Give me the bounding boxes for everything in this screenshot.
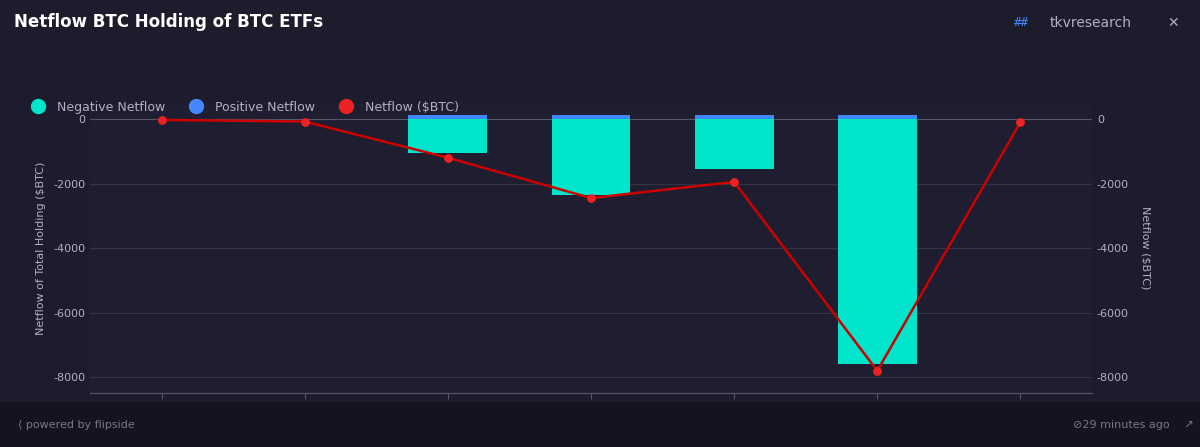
Text: ↗: ↗ [1181,420,1194,430]
Bar [408,115,487,119]
Bar [695,115,774,119]
Text: tkvresearch: tkvresearch [1050,16,1132,30]
Point [725,178,744,186]
Bar [695,119,774,169]
Bar [552,115,630,119]
Bar [552,119,630,195]
Point [582,194,601,202]
Text: ✕: ✕ [1166,16,1178,30]
Point [868,367,887,374]
Text: ⊘29 minutes ago: ⊘29 minutes ago [1073,420,1170,430]
Text: Netflow BTC Holding of BTC ETFs: Netflow BTC Holding of BTC ETFs [14,13,324,31]
Legend: Negative Netflow, Positive Netflow, Netflow ($BTC): Negative Netflow, Positive Netflow, Netf… [20,96,464,118]
Text: ##: ## [1014,16,1030,29]
Text: ⟨ powered by flipside: ⟨ powered by flipside [18,420,134,430]
Y-axis label: Netflow ($BTC): Netflow ($BTC) [1140,207,1150,290]
Y-axis label: Netflow of Total Holding ($BTC): Netflow of Total Holding ($BTC) [36,161,46,335]
Point [438,154,457,161]
X-axis label: Time: Time [576,421,606,434]
Point [1010,118,1030,126]
Bar [838,119,917,364]
Point [295,118,314,125]
Bar [408,119,487,153]
Point [152,116,172,123]
Bar [838,115,917,119]
